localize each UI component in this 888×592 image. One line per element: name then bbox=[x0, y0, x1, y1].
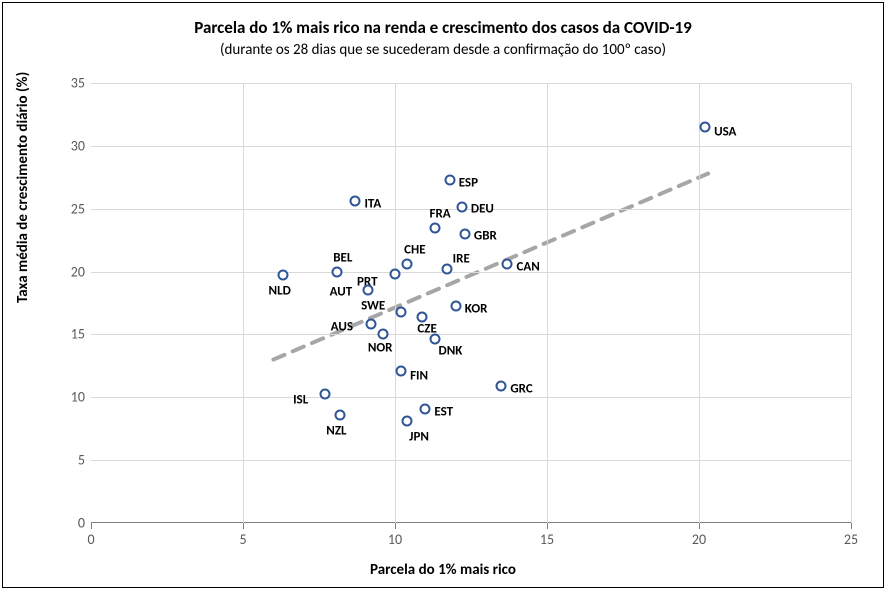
data-point-label: FRA bbox=[430, 206, 451, 221]
y-tick-label: 10 bbox=[57, 389, 85, 406]
data-point-label: SWE bbox=[361, 298, 385, 313]
x-tick-mark bbox=[395, 523, 396, 529]
data-point bbox=[396, 306, 407, 317]
data-point bbox=[459, 228, 470, 239]
data-point-label: AUT bbox=[330, 285, 353, 300]
data-point-label: NZL bbox=[326, 423, 346, 438]
data-point bbox=[502, 259, 513, 270]
y-tick-label: 15 bbox=[57, 326, 85, 343]
y-tick-label: 35 bbox=[57, 75, 85, 92]
y-tick-label: 25 bbox=[57, 200, 85, 217]
gridline-horizontal bbox=[91, 146, 851, 147]
data-point-label: GBR bbox=[474, 228, 497, 243]
data-point-label: EST bbox=[434, 404, 453, 419]
data-point-label: BEL bbox=[333, 250, 352, 265]
data-point bbox=[456, 202, 467, 213]
data-point-label: DEU bbox=[471, 202, 494, 217]
chart-subtitle: (durante os 28 dias que se sucederam des… bbox=[3, 41, 883, 59]
data-point bbox=[402, 416, 413, 427]
data-point-label: KOR bbox=[465, 301, 488, 316]
gridline-vertical bbox=[547, 83, 548, 523]
data-point-label: ESP bbox=[459, 175, 478, 190]
x-tick-mark bbox=[547, 523, 548, 529]
data-point-label: DNK bbox=[439, 344, 463, 359]
data-point bbox=[335, 409, 346, 420]
x-tick-label: 25 bbox=[844, 531, 858, 548]
data-point bbox=[429, 222, 440, 233]
data-point bbox=[377, 329, 388, 340]
plot-area: 051015202530350510152025USAESPITADEUFRAG… bbox=[91, 83, 851, 523]
y-tick-label: 0 bbox=[57, 515, 85, 532]
y-axis-label: Taxa média de crescimento diário (%) bbox=[14, 72, 32, 303]
gridline-horizontal bbox=[91, 334, 851, 335]
data-point bbox=[365, 319, 376, 330]
data-point-label: CAN bbox=[516, 260, 539, 275]
data-point bbox=[332, 266, 343, 277]
gridline-vertical bbox=[699, 83, 700, 523]
data-point bbox=[390, 269, 401, 280]
data-point bbox=[700, 122, 711, 133]
gridline-horizontal bbox=[91, 397, 851, 398]
chart-title: Parcela do 1% mais rico na renda e cresc… bbox=[3, 17, 883, 38]
data-point-label: AUS bbox=[331, 320, 353, 335]
data-point-label: IRE bbox=[453, 252, 470, 267]
chart-frame: Parcela do 1% mais rico na renda e cresc… bbox=[2, 2, 884, 588]
y-tick-label: 5 bbox=[57, 452, 85, 469]
data-point-label: FIN bbox=[410, 368, 428, 383]
data-point bbox=[362, 285, 373, 296]
x-tick-mark bbox=[699, 523, 700, 529]
y-tick-label: 20 bbox=[57, 263, 85, 280]
x-tick-mark bbox=[851, 523, 852, 529]
data-point bbox=[402, 259, 413, 270]
data-point bbox=[444, 174, 455, 185]
gridline-vertical bbox=[851, 83, 852, 523]
data-point-label: CHE bbox=[404, 243, 425, 258]
data-point-label: NOR bbox=[368, 341, 393, 356]
gridline-horizontal bbox=[91, 83, 851, 84]
x-tick-label: 15 bbox=[540, 531, 554, 548]
data-point-label: GRC bbox=[510, 381, 532, 396]
gridline-horizontal bbox=[91, 460, 851, 461]
gridline-vertical bbox=[395, 83, 396, 523]
data-point bbox=[277, 270, 288, 281]
x-tick-mark bbox=[243, 523, 244, 529]
data-point-label: ITA bbox=[364, 197, 381, 212]
data-point bbox=[420, 403, 431, 414]
data-point-label: JPN bbox=[409, 430, 429, 445]
y-tick-label: 30 bbox=[57, 137, 85, 154]
data-point-label: NLD bbox=[269, 284, 291, 299]
data-point bbox=[450, 300, 461, 311]
data-point bbox=[350, 196, 361, 207]
x-tick-label: 5 bbox=[239, 531, 246, 548]
data-point-label: USA bbox=[714, 125, 736, 140]
x-axis-label: Parcela do 1% mais rico bbox=[3, 561, 883, 579]
x-tick-label: 10 bbox=[388, 531, 402, 548]
data-point bbox=[441, 264, 452, 275]
data-point bbox=[396, 365, 407, 376]
x-tick-label: 20 bbox=[692, 531, 706, 548]
x-tick-mark bbox=[91, 523, 92, 529]
data-point-label: ISL bbox=[293, 392, 308, 407]
data-point bbox=[496, 380, 507, 391]
data-point bbox=[320, 388, 331, 399]
gridline-horizontal bbox=[91, 272, 851, 273]
x-tick-label: 0 bbox=[87, 531, 94, 548]
gridline-vertical bbox=[243, 83, 244, 523]
